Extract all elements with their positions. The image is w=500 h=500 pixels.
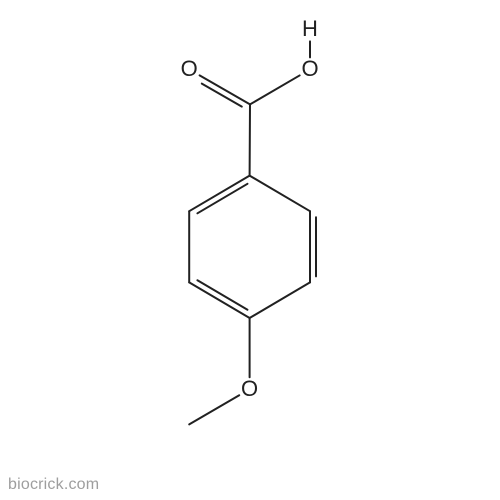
watermark-text: biocrick.com <box>8 476 99 494</box>
molecule-svg <box>0 0 500 500</box>
structure-canvas: OOHO biocrick.com <box>0 0 500 500</box>
atom-label: H <box>302 18 318 40</box>
atom-label: O <box>301 58 318 80</box>
atom-label: O <box>181 58 198 80</box>
atom-label: O <box>241 378 258 400</box>
